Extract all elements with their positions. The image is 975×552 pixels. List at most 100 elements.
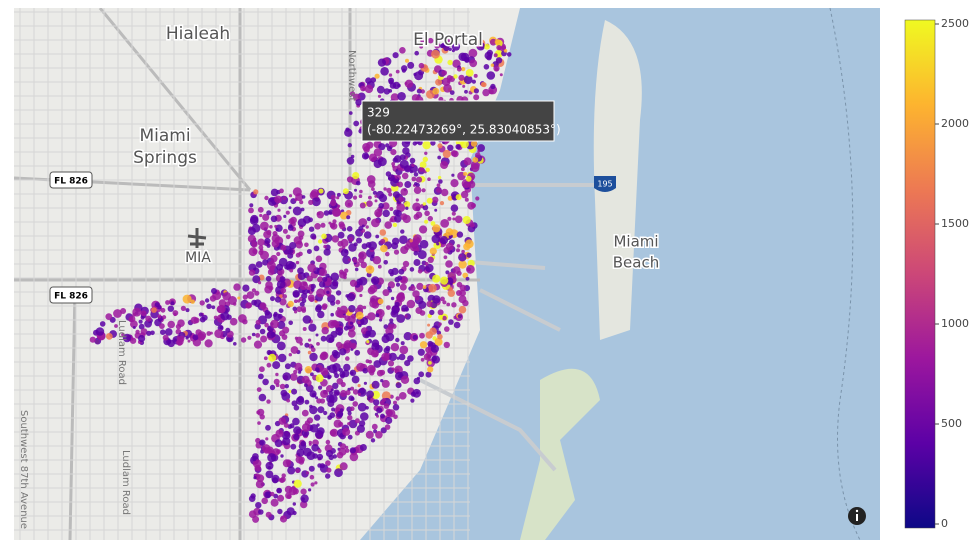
density-blob <box>271 474 280 483</box>
density-blob <box>279 515 288 523</box>
density-blob <box>349 279 358 287</box>
density-blob <box>399 235 408 244</box>
density-blob <box>461 167 465 172</box>
density-blob <box>312 453 319 459</box>
density-blob <box>276 280 286 289</box>
density-blob <box>268 448 273 454</box>
density-blob <box>350 91 356 97</box>
density-blob <box>419 310 426 316</box>
density-blob <box>279 188 284 194</box>
density-blob <box>271 239 280 248</box>
density-blob <box>340 238 349 247</box>
density-blob <box>413 251 419 256</box>
density-blob <box>352 389 359 395</box>
density-blob <box>439 201 445 206</box>
density-blob <box>404 307 410 312</box>
density-blob <box>382 202 390 210</box>
density-blob <box>258 373 264 380</box>
density-blob <box>456 66 462 72</box>
density-blob <box>288 194 293 198</box>
density-blob <box>306 249 312 254</box>
density-blob <box>122 333 132 343</box>
density-blob <box>430 344 439 353</box>
density-blob <box>493 53 498 58</box>
density-blob <box>233 283 241 291</box>
density-blob <box>378 143 386 151</box>
density-blob <box>295 252 301 258</box>
density-blob <box>468 48 478 58</box>
density-blob <box>443 341 450 349</box>
density-blob <box>213 315 218 320</box>
density-blob <box>304 366 313 374</box>
density-blob <box>268 353 277 362</box>
density-blob <box>419 44 424 49</box>
density-blob <box>337 204 341 208</box>
density-blob <box>206 303 212 309</box>
density-blob <box>281 430 291 440</box>
density-blob <box>475 196 480 201</box>
density-blob <box>336 196 340 200</box>
density-blob <box>378 194 388 203</box>
density-blob <box>360 317 369 325</box>
density-blob <box>323 410 328 416</box>
info-button[interactable] <box>848 507 866 525</box>
density-blob <box>345 390 351 396</box>
density-blob <box>371 218 380 228</box>
density-blob <box>456 244 461 248</box>
density-blob <box>288 390 292 393</box>
density-blob <box>404 360 411 367</box>
density-blob <box>389 218 394 223</box>
density-blob <box>445 242 454 251</box>
density-blob <box>413 377 421 385</box>
density-blob <box>280 389 288 397</box>
density-blob <box>412 334 418 340</box>
density-blob <box>390 149 397 156</box>
density-blob <box>251 241 258 248</box>
density-blob <box>279 383 286 390</box>
density-blob <box>413 186 422 194</box>
density-blob <box>340 390 347 397</box>
density-blob <box>301 292 308 300</box>
density-blob <box>248 247 258 257</box>
density-blob <box>359 293 363 298</box>
density-blob <box>340 381 346 388</box>
density-blob <box>451 302 457 308</box>
density-blob <box>299 281 309 291</box>
density-blob <box>326 290 330 294</box>
density-blob <box>258 393 267 402</box>
density-blob <box>451 173 455 177</box>
density-blob <box>314 481 318 485</box>
density-blob <box>270 498 279 507</box>
density-blob <box>315 374 324 383</box>
density-blob <box>255 333 261 338</box>
density-blob <box>334 468 343 478</box>
density-blob <box>269 225 273 229</box>
density-blob <box>220 311 230 321</box>
density-blob <box>392 237 400 245</box>
density-blob <box>430 221 436 226</box>
density-blob <box>279 276 286 283</box>
density-blob <box>390 309 399 318</box>
density-blob <box>417 250 427 260</box>
density-blob <box>436 183 441 188</box>
density-blob <box>373 148 383 157</box>
density-blob <box>419 239 429 249</box>
density-blob <box>303 447 312 457</box>
density-blob <box>283 214 287 218</box>
density-blob <box>424 261 429 266</box>
density-blob <box>402 147 410 155</box>
density-blob <box>255 480 264 489</box>
density-blob <box>392 52 399 59</box>
density-blob <box>339 223 346 230</box>
density-blob <box>286 398 291 403</box>
density-blob <box>272 231 278 236</box>
density-blob <box>359 444 367 451</box>
density-blob <box>261 497 269 505</box>
density-blob <box>434 337 443 346</box>
density-blob <box>307 263 317 273</box>
density-blob <box>389 207 394 211</box>
density-blob <box>278 257 288 267</box>
density-blob <box>363 153 369 159</box>
density-blob <box>434 42 441 49</box>
density-blob <box>246 291 255 299</box>
